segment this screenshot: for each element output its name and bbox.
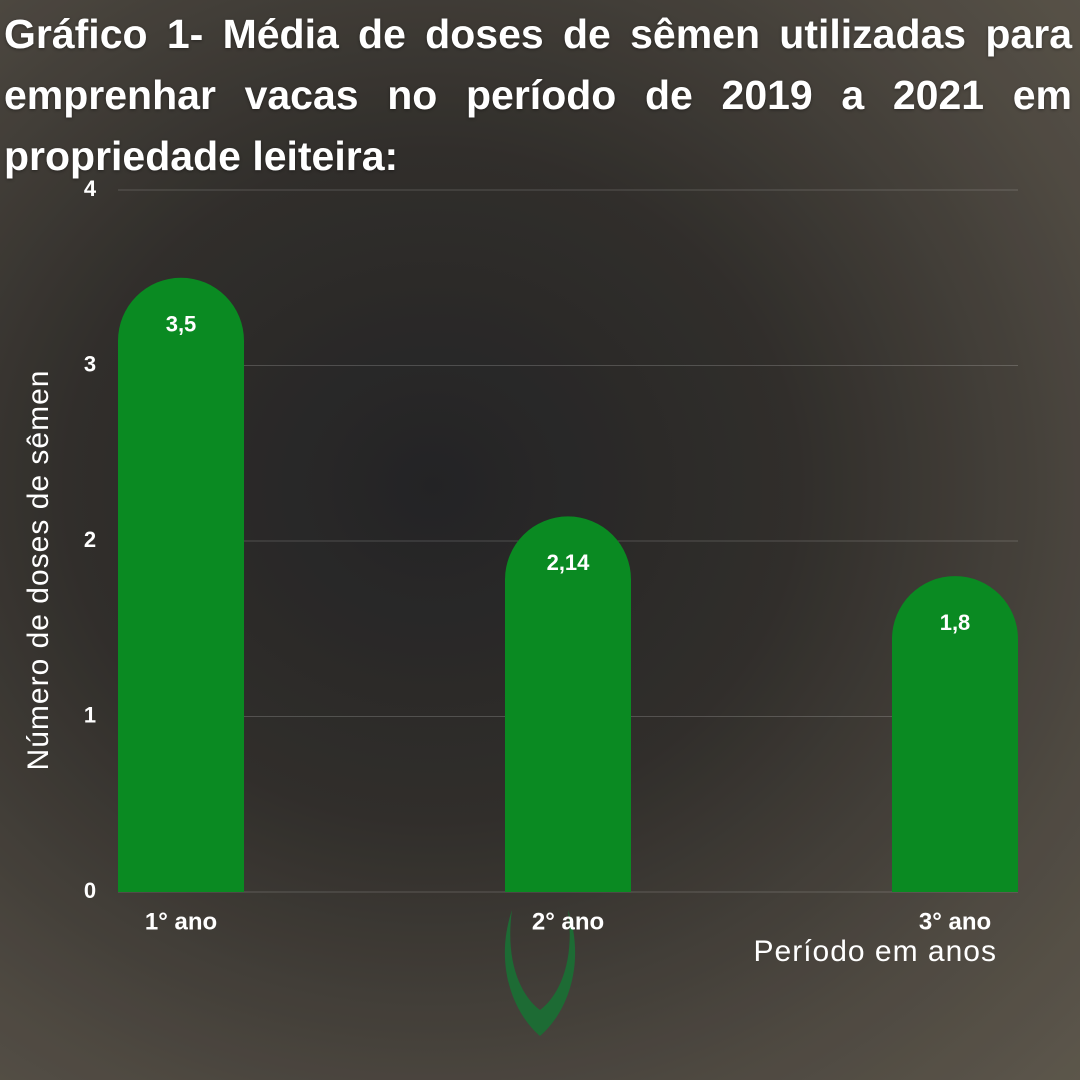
x-tick-label: 3° ano — [919, 908, 991, 935]
bar — [505, 516, 631, 892]
value-label: 2,14 — [547, 550, 591, 575]
y-tick-label: 0 — [84, 878, 96, 903]
y-axis-label: Número de doses de sêmen — [22, 370, 55, 771]
y-tick-label: 3 — [84, 351, 96, 376]
chart-title: Gráfico 1- Média de doses de sêmen utili… — [4, 11, 1072, 179]
y-tick-label: 1 — [84, 702, 96, 727]
x-tick-label: 2° ano — [532, 908, 604, 935]
y-tick-label: 4 — [84, 176, 97, 201]
bar — [118, 277, 244, 893]
x-axis-label: Período em anos — [754, 935, 997, 968]
bar — [892, 576, 1018, 892]
x-tick-label: 1° ano — [145, 908, 217, 935]
value-label: 1,8 — [940, 610, 971, 635]
logo — [504, 910, 576, 1036]
y-tick-label: 2 — [84, 527, 96, 552]
value-label: 3,5 — [166, 312, 197, 337]
